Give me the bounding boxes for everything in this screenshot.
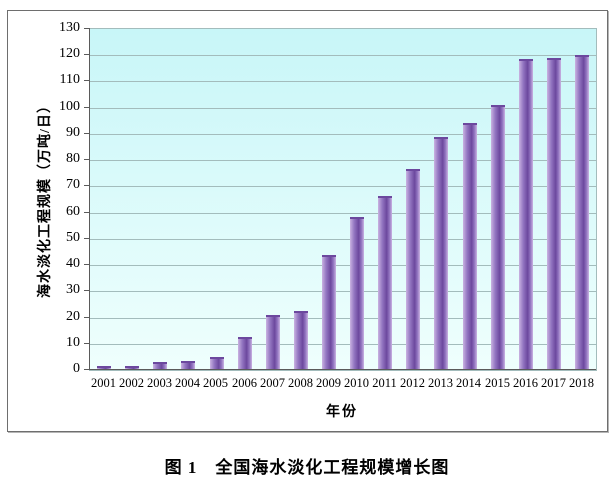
bar-2003 bbox=[153, 362, 167, 370]
y-tick-50 bbox=[84, 238, 89, 239]
bar-2005 bbox=[210, 357, 224, 370]
x-tick-label-2011: 2011 bbox=[372, 376, 397, 390]
x-tick-label-2012: 2012 bbox=[400, 376, 425, 390]
y-tick-10 bbox=[84, 343, 89, 344]
y-tick-label-80: 80 bbox=[66, 151, 80, 166]
y-tick-label-30: 30 bbox=[66, 282, 80, 297]
bar-2001 bbox=[97, 366, 111, 370]
x-tick-label-2005: 2005 bbox=[203, 376, 228, 390]
y-tick-label-0: 0 bbox=[73, 361, 80, 376]
y-tick-label-120: 120 bbox=[59, 46, 80, 61]
bar-2014 bbox=[463, 123, 477, 370]
bar-2012 bbox=[406, 169, 420, 370]
bar-2008 bbox=[294, 311, 308, 370]
gridline-y-110 bbox=[90, 81, 596, 82]
x-axis-title: 年份 bbox=[326, 405, 358, 420]
x-tick-label-2018: 2018 bbox=[569, 376, 594, 390]
y-tick-label-20: 20 bbox=[66, 309, 80, 324]
x-tick-label-2001: 2001 bbox=[91, 376, 116, 390]
y-tick-0 bbox=[84, 369, 89, 370]
y-tick-label-70: 70 bbox=[66, 177, 80, 192]
y-tick-label-40: 40 bbox=[66, 256, 80, 271]
x-tick-label-2016: 2016 bbox=[513, 376, 538, 390]
chart-frame: 0 10 20 30 40 50 60 70 80 90 100 110 120 130 2001 2002… bbox=[7, 10, 608, 432]
plot-area bbox=[89, 28, 597, 371]
gridline-y-40 bbox=[90, 265, 596, 266]
x-tick-label-2006: 2006 bbox=[232, 376, 257, 390]
bar-2011 bbox=[378, 196, 392, 370]
y-tick-label-50: 50 bbox=[66, 230, 80, 245]
x-tick-label-2010: 2010 bbox=[344, 376, 369, 390]
gridline-y-50 bbox=[90, 239, 596, 240]
gridline-y-30 bbox=[90, 291, 596, 292]
x-tick-label-2003: 2003 bbox=[147, 376, 172, 390]
bar-2006 bbox=[238, 337, 252, 370]
y-tick-110 bbox=[84, 80, 89, 81]
y-tick-70 bbox=[84, 185, 89, 186]
x-tick-label-2014: 2014 bbox=[456, 376, 481, 390]
y-tick-20 bbox=[84, 317, 89, 318]
bar-2010 bbox=[350, 217, 364, 370]
bar-2015 bbox=[491, 105, 505, 370]
bar-2018 bbox=[575, 55, 589, 370]
y-tick-30 bbox=[84, 290, 89, 291]
bar-2004 bbox=[181, 361, 195, 370]
y-tick-label-60: 60 bbox=[66, 204, 80, 219]
x-axis-line bbox=[86, 369, 596, 370]
y-tick-60 bbox=[84, 212, 89, 213]
bar-2017 bbox=[547, 58, 561, 370]
bar-2016 bbox=[519, 59, 533, 370]
bar-2013 bbox=[434, 137, 448, 370]
y-tick-120 bbox=[84, 54, 89, 55]
gridline-y-20 bbox=[90, 318, 596, 319]
bar-2002 bbox=[125, 366, 139, 370]
y-tick-label-90: 90 bbox=[66, 125, 80, 140]
gridline-y-90 bbox=[90, 134, 596, 135]
gridline-y-100 bbox=[90, 108, 596, 109]
y-tick-80 bbox=[84, 159, 89, 160]
bar-2007 bbox=[266, 315, 280, 370]
y-tick-90 bbox=[84, 133, 89, 134]
y-tick-label-110: 110 bbox=[59, 72, 80, 87]
y-tick-label-10: 10 bbox=[66, 335, 80, 350]
gridline-y-120 bbox=[90, 55, 596, 56]
gridline-y-10 bbox=[90, 344, 596, 345]
gridline-y-80 bbox=[90, 160, 596, 161]
y-axis-title: 海水淡化工程规模（万吨/日） bbox=[38, 98, 53, 298]
x-tick-label-2013: 2013 bbox=[428, 376, 453, 390]
y-axis-line bbox=[89, 28, 90, 370]
x-tick-label-2004: 2004 bbox=[175, 376, 200, 390]
y-tick-100 bbox=[84, 107, 89, 108]
y-tick-label-130: 130 bbox=[59, 20, 80, 35]
x-tick-label-2008: 2008 bbox=[288, 376, 313, 390]
y-tick-130 bbox=[84, 28, 89, 29]
x-tick-label-2002: 2002 bbox=[119, 376, 144, 390]
bar-2009 bbox=[322, 255, 336, 370]
gridline-y-70 bbox=[90, 186, 596, 187]
y-tick-label-100: 100 bbox=[59, 99, 80, 114]
x-tick-label-2009: 2009 bbox=[316, 376, 341, 390]
gridline-y-60 bbox=[90, 213, 596, 214]
x-tick-label-2007: 2007 bbox=[260, 376, 285, 390]
y-tick-40 bbox=[84, 264, 89, 265]
x-tick-label-2017: 2017 bbox=[541, 376, 566, 390]
figure-caption: 图 1 全国海水淡化工程规模增长图 bbox=[164, 458, 450, 477]
x-tick-label-2015: 2015 bbox=[485, 376, 510, 390]
